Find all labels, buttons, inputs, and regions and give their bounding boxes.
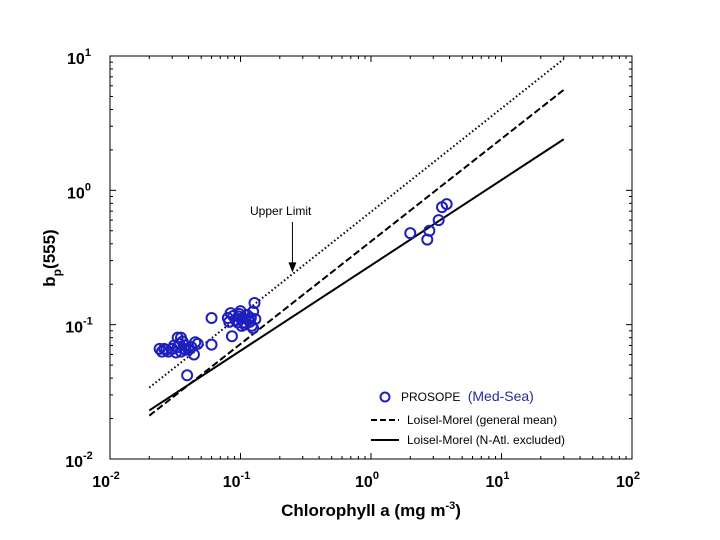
x-tick-label: 101 (486, 470, 510, 491)
data-point (205, 338, 218, 351)
y-title-sub: p (50, 269, 64, 276)
line-dotted (148, 58, 565, 389)
data-point (234, 305, 247, 318)
data-point (440, 198, 453, 211)
y-tick-base: 10 (67, 51, 85, 68)
y-axis-title: bp(555) (40, 229, 64, 286)
y-title-main: b (40, 276, 59, 286)
fit-lines (148, 58, 565, 417)
upper-limit-label: Upper Limit (250, 204, 312, 218)
y-tick-exp: -1 (83, 316, 93, 328)
upper-limit-arrowhead (288, 262, 297, 273)
x-title-main: Chlorophyll a (mg m (281, 501, 445, 520)
legend-natl-excluded: Loisel-Morel (N-Atl. excluded) (407, 433, 565, 447)
legend-prosope-label: PROSOPE (401, 390, 460, 404)
x-tick-label: 102 (616, 470, 640, 491)
x-tick-label: 100 (355, 470, 379, 491)
x-tick-base: 10 (616, 474, 634, 491)
x-tick-exp: -1 (241, 470, 251, 482)
legend-prosope: PROSOPE (Med-Sea) (401, 388, 534, 404)
data-point (191, 337, 204, 350)
line-solid (148, 138, 565, 412)
line-dashed (148, 89, 565, 417)
x-tick-exp: -2 (110, 470, 120, 482)
legend-prosope-marker (379, 391, 391, 403)
data-point (249, 313, 262, 326)
data-point (423, 224, 436, 237)
x-tick-base: 10 (223, 474, 241, 491)
y-tick-exp: 1 (85, 47, 91, 59)
data-point (248, 296, 261, 309)
prosope-points (153, 198, 453, 382)
y-tick-label: 100 (67, 181, 91, 202)
data-point (205, 312, 218, 325)
x-tick-exp: 2 (634, 470, 640, 482)
data-point (189, 336, 202, 349)
x-tick-base: 10 (486, 474, 504, 491)
legend: PROSOPE (Med-Sea) Loisel-Morel (general … (371, 388, 565, 447)
y-tick-label: 101 (67, 47, 91, 68)
data-point (181, 369, 194, 382)
y-tick-base: 10 (65, 320, 83, 337)
x-tick-exp: 0 (373, 470, 379, 482)
y-tick-exp: 0 (85, 181, 91, 193)
y-tick-base: 10 (65, 454, 83, 471)
x-tick-label: 10-1 (223, 470, 251, 491)
y-title-rest: (555) (40, 229, 59, 269)
data-point (432, 214, 445, 227)
data-point (247, 305, 260, 318)
y-tick-exp: -2 (83, 450, 93, 462)
x-title-sup: -3 (445, 500, 455, 512)
data-point (187, 348, 200, 361)
x-tick-label: 10-2 (92, 470, 120, 491)
x-axis: 10-2 10-1 100 101 102 (92, 56, 640, 491)
x-tick-base: 10 (92, 474, 110, 491)
upper-limit-annotation: Upper Limit (250, 204, 312, 273)
legend-general-mean: Loisel-Morel (general mean) (407, 413, 557, 427)
x-tick-base: 10 (355, 474, 373, 491)
y-tick-label: 10-1 (65, 316, 93, 337)
data-point (404, 227, 417, 240)
legend-prosope-suffix: (Med-Sea) (468, 388, 534, 404)
x-tick-exp: 1 (503, 470, 509, 482)
data-point (225, 330, 238, 343)
x-title-close: ) (455, 501, 461, 520)
y-tick-label: 10-2 (65, 450, 93, 471)
y-tick-base: 10 (67, 185, 85, 202)
plot-area (109, 55, 633, 460)
x-axis-title: Chlorophyll a (mg m-3) (281, 500, 461, 520)
